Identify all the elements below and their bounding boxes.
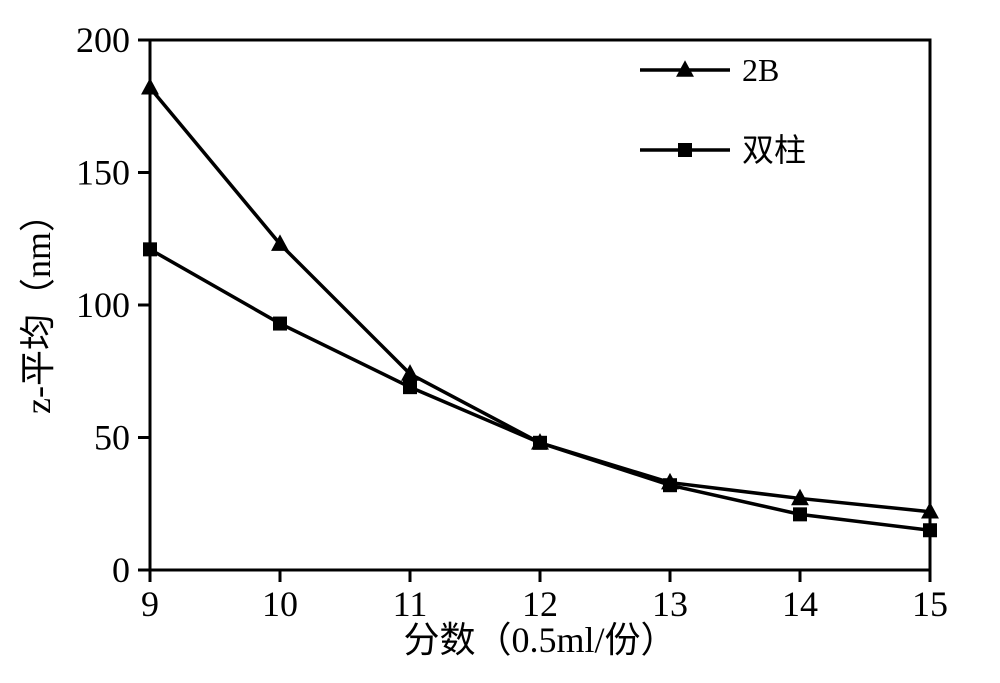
triangle-marker [142, 79, 158, 94]
square-marker [534, 436, 547, 449]
y-tick-label: 100 [76, 285, 130, 325]
line-chart: 9101112131415050100150200分数（0.5ml/份）z-平均… [0, 0, 1000, 683]
legend-label-2B: 2B [742, 52, 779, 88]
square-marker [679, 144, 692, 157]
x-tick-label: 13 [652, 584, 688, 624]
series-line-双柱 [150, 249, 930, 530]
x-tick-label: 11 [393, 584, 428, 624]
x-tick-label: 15 [912, 584, 948, 624]
square-marker [794, 508, 807, 521]
square-marker [924, 524, 937, 537]
x-axis-label: 分数（0.5ml/份） [403, 620, 676, 660]
legend-label-双柱: 双柱 [742, 132, 806, 168]
y-tick-label: 200 [76, 20, 130, 60]
square-marker [664, 479, 677, 492]
y-tick-label: 50 [94, 418, 130, 458]
square-marker [144, 243, 157, 256]
x-tick-label: 10 [262, 584, 298, 624]
square-marker [404, 381, 417, 394]
x-tick-label: 12 [522, 584, 558, 624]
plot-frame [150, 40, 930, 570]
y-tick-label: 150 [76, 153, 130, 193]
y-axis-label: z-平均（nm） [18, 196, 58, 414]
square-marker [274, 317, 287, 330]
y-tick-label: 0 [112, 550, 130, 590]
x-tick-label: 14 [782, 584, 818, 624]
x-tick-label: 9 [141, 584, 159, 624]
chart-container: 9101112131415050100150200分数（0.5ml/份）z-平均… [0, 0, 1000, 683]
